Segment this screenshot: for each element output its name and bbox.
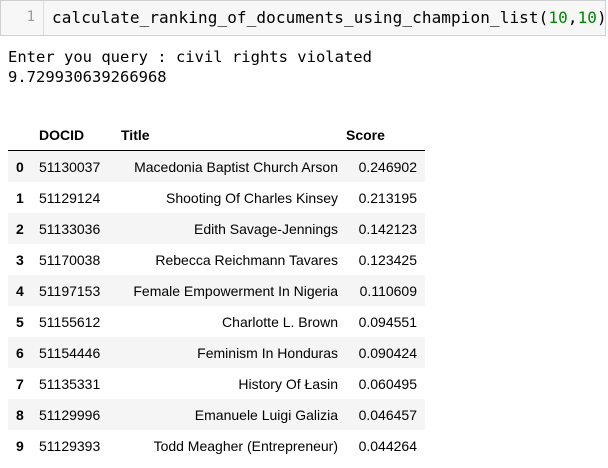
title-cell: Rebecca Reichmann Tavares bbox=[155, 251, 338, 268]
title-cell: Feminism In Honduras bbox=[197, 344, 338, 361]
table-header-row: DOCID Title Score bbox=[8, 120, 425, 151]
title-cell: Shooting Of Charles Kinsey bbox=[166, 189, 338, 206]
title-cell: Todd Meagher (Entrepreneur) bbox=[153, 437, 338, 454]
row-index-cell: 6 bbox=[16, 344, 24, 361]
row-index-cell: 5 bbox=[16, 313, 24, 330]
docid-cell: 51129393 bbox=[39, 437, 101, 454]
score-cell: 0.044264 bbox=[358, 437, 417, 454]
docid-cell: 51129124 bbox=[39, 189, 101, 206]
column-header-score: Score bbox=[346, 120, 425, 151]
docid-cell: 51170038 bbox=[39, 251, 101, 268]
row-index-cell: 7 bbox=[16, 375, 24, 392]
table-row: 2 51133036 Edith Savage-Jennings 0.142123 bbox=[8, 213, 425, 244]
line-number: 1 bbox=[26, 9, 35, 25]
score-cell: 0.046457 bbox=[358, 406, 417, 423]
results-dataframe: DOCID Title Score 0 51130037 Macedonia Bap… bbox=[8, 120, 425, 461]
title-cell: Charlotte L. Brown bbox=[222, 313, 338, 330]
table-row: 3 51170038 Rebecca Reichmann Tavares 0.1234… bbox=[8, 244, 425, 275]
docid-cell: 51155612 bbox=[39, 313, 101, 330]
code-comma: , bbox=[567, 8, 578, 27]
score-cell: 0.246902 bbox=[358, 158, 417, 175]
title-cell: Edith Savage-Jennings bbox=[194, 220, 338, 237]
column-header-title: Title bbox=[121, 120, 346, 151]
table-row: 1 51129124 Shooting Of Charles Kinsey 0.213… bbox=[8, 182, 425, 213]
docid-cell: 51135331 bbox=[39, 375, 101, 392]
table-row: 7 51135331 History Of Łasin 0.060495 bbox=[8, 368, 425, 399]
row-index-cell: 2 bbox=[16, 220, 24, 237]
code-arg-1: 10 bbox=[548, 8, 568, 27]
score-cell: 0.123425 bbox=[358, 251, 417, 268]
output-value-line: 9.729930639266968 bbox=[8, 68, 167, 86]
row-index-cell: 1 bbox=[16, 189, 24, 206]
score-cell: 0.094551 bbox=[358, 313, 417, 330]
docid-cell: 51130037 bbox=[39, 158, 101, 175]
table-row: 6 51154446 Feminism In Honduras 0.090424 bbox=[8, 337, 425, 368]
row-index-cell: 8 bbox=[16, 406, 24, 423]
docid-cell: 51133036 bbox=[39, 220, 101, 237]
code-arg-2: 10 bbox=[577, 8, 598, 27]
code-input-cell[interactable]: 1 calculate_ranking_of_documents_using_c… bbox=[0, 0, 607, 36]
title-cell: Emanuele Luigi Galizia bbox=[194, 406, 338, 423]
table-row: 0 51130037 Macedonia Baptist Church Arson 0… bbox=[8, 150, 425, 182]
table-row: 4 51197153 Female Empowerment In Nigeria 0.… bbox=[8, 275, 425, 306]
table-row: 9 51129393 Todd Meagher (Entrepreneur) 0.04… bbox=[8, 430, 425, 461]
score-cell: 0.213195 bbox=[358, 189, 417, 206]
column-header-index bbox=[8, 120, 39, 151]
output-stream: Enter you query : civil rights violated 9… bbox=[8, 47, 372, 87]
score-cell: 0.142123 bbox=[358, 220, 417, 237]
title-cell: Macedonia Baptist Church Arson bbox=[134, 158, 338, 175]
row-index-cell: 3 bbox=[16, 251, 24, 268]
code-function-call: calculate_ranking_of_documents_using_cha… bbox=[52, 8, 549, 27]
table-row: 5 51155612 Charlotte L. Brown 0.094551 bbox=[8, 306, 425, 337]
row-index-cell: 0 bbox=[16, 158, 24, 175]
docid-cell: 51197153 bbox=[39, 282, 101, 299]
row-index-cell: 4 bbox=[16, 282, 24, 299]
title-cell: History Of Łasin bbox=[238, 375, 338, 392]
docid-cell: 51129996 bbox=[39, 406, 101, 423]
score-cell: 0.090424 bbox=[358, 344, 417, 361]
gutter-divider bbox=[43, 1, 44, 35]
docid-cell: 51154446 bbox=[39, 344, 101, 361]
score-cell: 0.060495 bbox=[358, 375, 417, 392]
table-row: 8 51129996 Emanuele Luigi Galizia 0.046457 bbox=[8, 399, 425, 430]
column-header-docid: DOCID bbox=[39, 120, 121, 151]
code-close-paren: ) bbox=[597, 8, 607, 27]
row-index-cell: 9 bbox=[16, 437, 24, 454]
title-cell: Female Empowerment In Nigeria bbox=[133, 282, 338, 299]
code-line[interactable]: calculate_ranking_of_documents_using_cha… bbox=[52, 8, 607, 27]
score-cell: 0.110609 bbox=[359, 282, 417, 299]
output-query-line: Enter you query : civil rights violated bbox=[8, 48, 372, 66]
